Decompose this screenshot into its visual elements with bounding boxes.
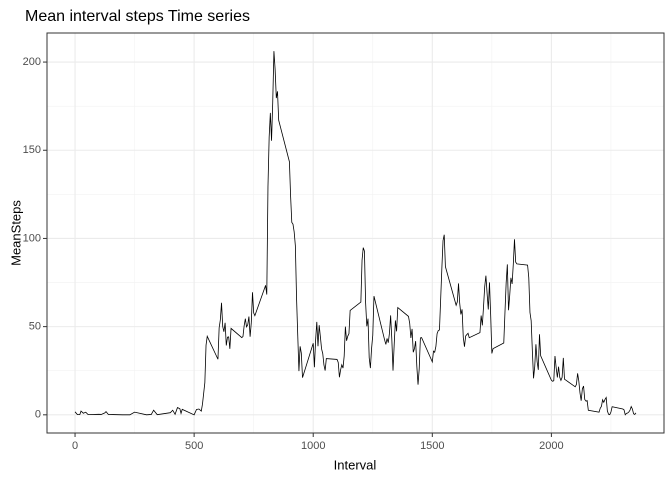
x-axis-title: Interval <box>334 457 377 472</box>
x-tick-label: 0 <box>72 440 78 452</box>
y-tick-label: 200 <box>23 56 41 68</box>
data-line <box>74 51 637 416</box>
y-tick-label: 50 <box>29 321 41 333</box>
y-axis-title: MeanSteps <box>8 200 23 266</box>
chart-title: Mean interval steps Time series <box>25 8 250 25</box>
x-tick-label: 500 <box>185 440 203 452</box>
x-tick-label: 1500 <box>420 440 444 452</box>
y-tick-label: 100 <box>23 232 41 244</box>
x-tick-label: 2000 <box>539 440 563 452</box>
x-tick-label: 1000 <box>301 440 325 452</box>
y-tick-label: 150 <box>23 144 41 156</box>
panel-border <box>46 32 665 434</box>
y-tick-label: 0 <box>35 409 41 421</box>
